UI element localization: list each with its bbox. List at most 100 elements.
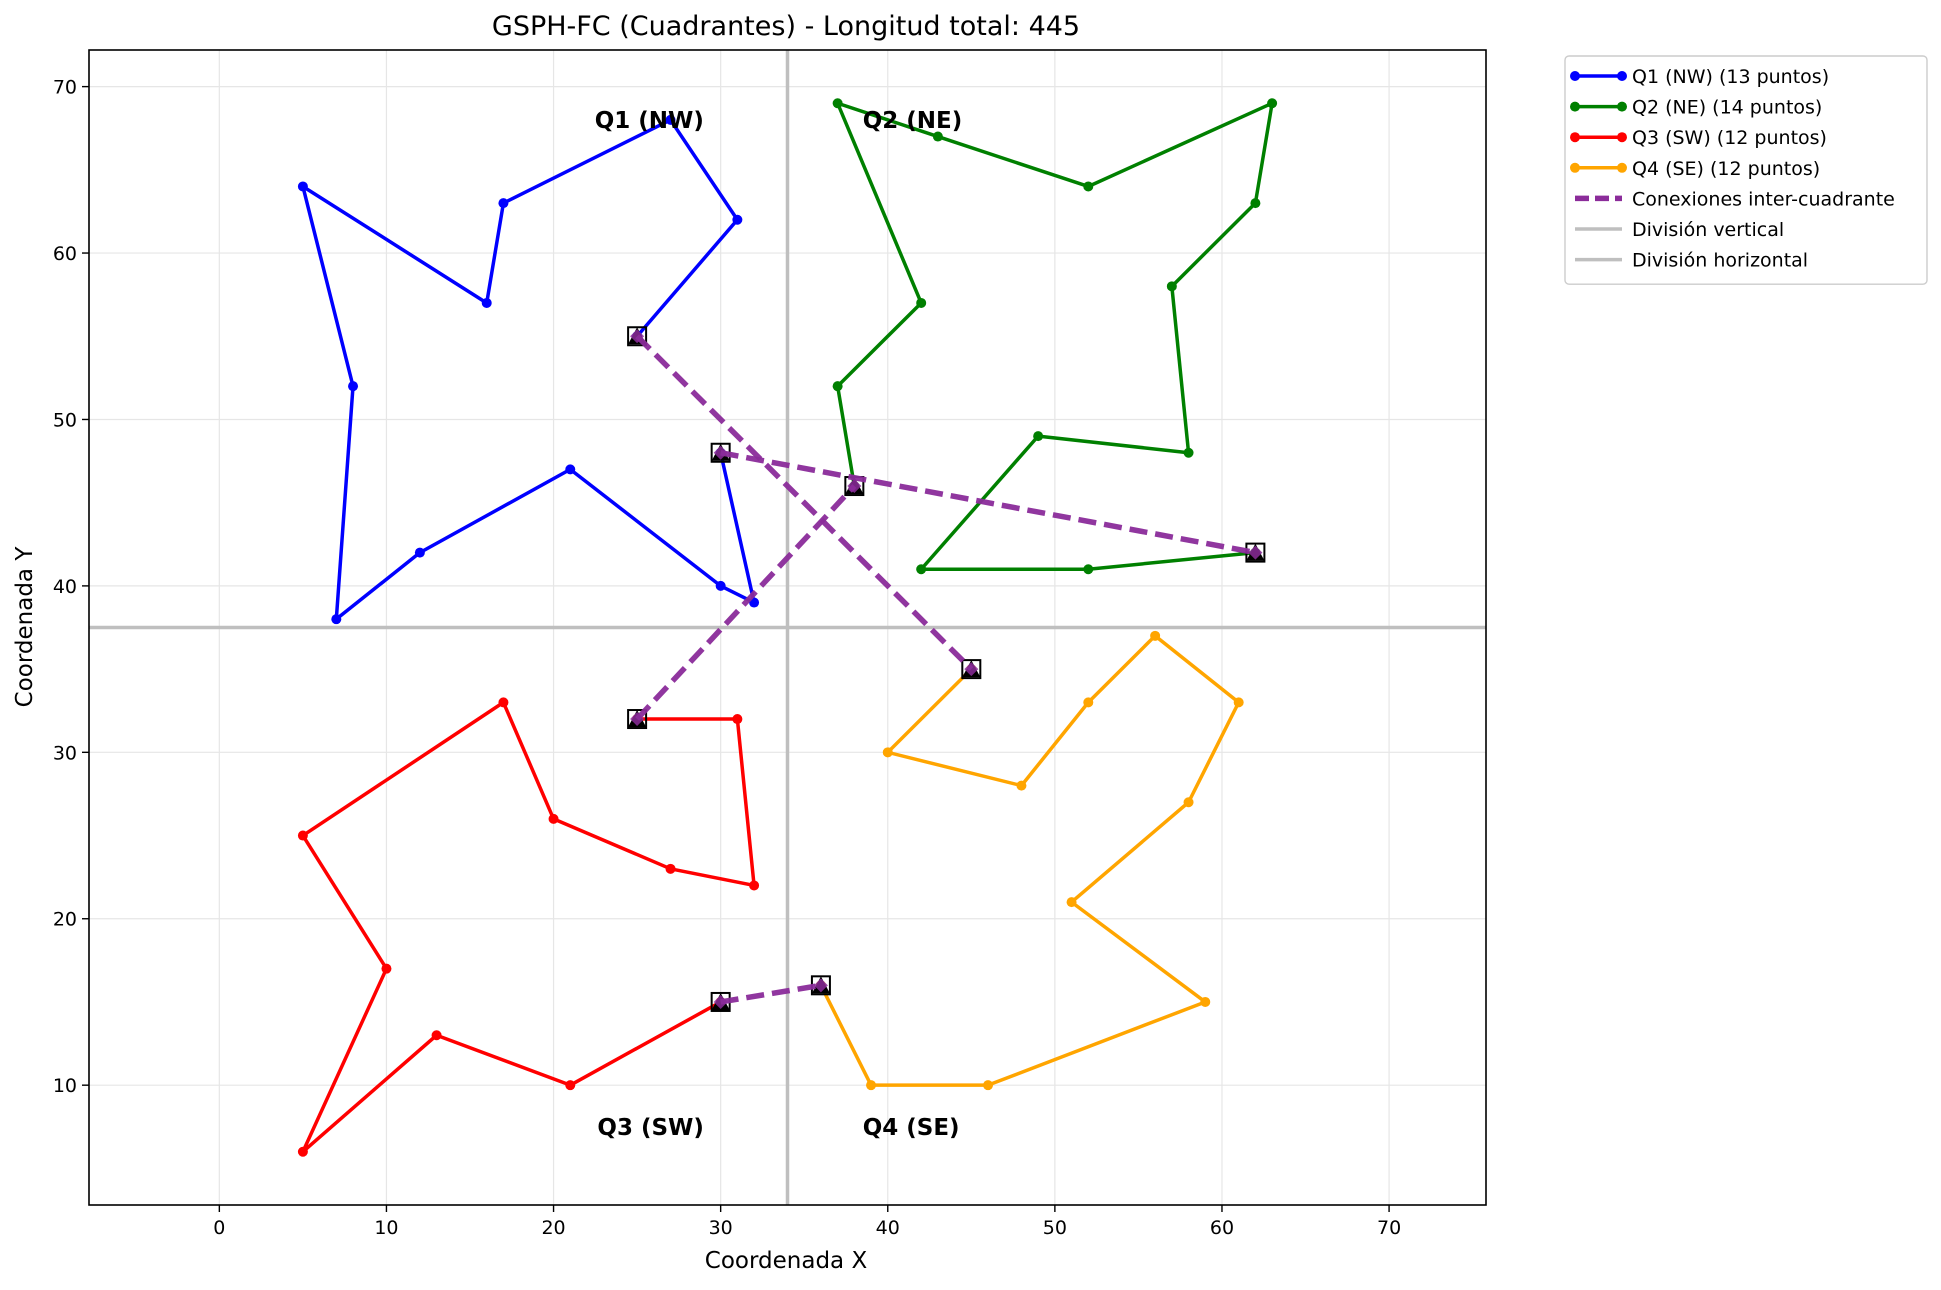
data-point-q3	[665, 863, 676, 874]
legend-swatch-marker	[1617, 71, 1627, 81]
legend-label: Q3 (SW) (12 puntos)	[1632, 127, 1827, 149]
series-line-q3	[301, 700, 756, 1154]
quadrant-label: Q2 (NE)	[863, 108, 963, 134]
data-point-q2	[1267, 98, 1278, 109]
legend-box	[1564, 55, 1928, 285]
data-point-q1	[715, 580, 726, 591]
y-tick-label: 20	[53, 909, 77, 931]
x-tick-label: 10	[374, 1217, 398, 1239]
chart-title: GSPH-FC (Cuadrantes) - Longitud total: 4…	[492, 11, 1080, 42]
data-point-q1	[414, 547, 425, 558]
y-tick-label: 60	[53, 243, 77, 265]
connection-line	[720, 450, 1256, 556]
data-point-q3	[297, 1146, 308, 1157]
legend: Q1 (NW) (13 puntos) Q2 (NE) (14 puntos) Q3…	[1564, 55, 1928, 285]
data-point-q4	[1016, 780, 1027, 791]
data-point-q3	[749, 880, 760, 891]
data-point-q1	[481, 297, 492, 308]
quadrant-label: Q3 (SW)	[597, 1115, 704, 1141]
connection-endpoint-marker	[630, 712, 645, 727]
legend-label: División vertical	[1632, 219, 1784, 241]
data-point-q4	[1083, 697, 1094, 708]
data-point-q2	[1166, 281, 1177, 292]
data-point-q1	[665, 114, 676, 125]
clipped-plot-content	[89, 50, 1486, 1205]
legend-swatch-marker	[1617, 162, 1627, 173]
x-tick-label: 50	[1043, 1217, 1067, 1239]
data-point-q3	[548, 813, 559, 824]
connection-endpoint-marker	[964, 662, 979, 677]
connection-line	[720, 982, 822, 1005]
data-point-q2	[1083, 564, 1094, 575]
y-tick-label: 40	[53, 576, 77, 598]
data-point-q4	[1233, 697, 1244, 708]
data-point-q1	[498, 198, 509, 209]
x-tick-label: 20	[541, 1217, 565, 1239]
x-tick-label: 60	[1210, 1217, 1234, 1239]
connection-line	[635, 334, 974, 672]
y-tick-label: 70	[53, 77, 77, 99]
data-point-q3	[431, 1030, 442, 1041]
data-point-q2	[1083, 181, 1094, 192]
plot-frame	[88, 49, 1487, 1206]
data-point-q3	[297, 830, 308, 841]
x-axis-label: Coordenada X	[705, 1248, 868, 1274]
x-tick-label: 70	[1377, 1217, 1401, 1239]
plot-area: Q1 (NW) Q2 (NE) Q3 (SW) Q4 (SE) 0 10 20 30 40 50 6…	[53, 49, 1487, 1239]
quadrant-label: Q1 (NW)	[595, 108, 704, 134]
data-point-q2	[832, 98, 843, 109]
legend-label: División horizontal	[1632, 250, 1808, 272]
data-point-q2	[1033, 431, 1044, 442]
data-point-q1	[348, 381, 359, 392]
connection-line	[635, 484, 857, 721]
legend-swatch-marker	[1617, 132, 1627, 143]
y-axis-label: Coordenada Y	[12, 546, 38, 708]
connection-endpoint-marker	[713, 445, 728, 460]
legend-label: Q1 (NW) (13 puntos)	[1632, 66, 1829, 88]
data-point-q4	[983, 1080, 994, 1091]
legend-swatch-marker	[1570, 132, 1580, 143]
series-line-q4	[819, 634, 1241, 1087]
data-point-q4	[1200, 996, 1211, 1007]
data-point-q2	[932, 131, 943, 142]
data-point-q1	[331, 614, 342, 625]
data-point-q3	[498, 697, 509, 708]
data-point-q2	[916, 297, 927, 308]
data-point-q4	[882, 747, 893, 758]
y-tick-label: 50	[53, 409, 77, 431]
x-tick-label: 40	[876, 1217, 900, 1239]
series-line-q2	[835, 101, 1274, 572]
quadrant-label: Q4 (SE)	[863, 1115, 960, 1141]
data-point-q1	[732, 214, 743, 225]
data-point-q4	[1183, 797, 1194, 808]
legend-swatch-marker	[1570, 101, 1580, 112]
connection-endpoint-marker	[1248, 545, 1263, 560]
legend-swatch-marker	[1570, 162, 1580, 173]
legend-label: Q2 (NE) (14 puntos)	[1632, 97, 1822, 119]
data-point-q3	[565, 1080, 576, 1091]
x-tick-label: 30	[709, 1217, 733, 1239]
data-point-q4	[1066, 897, 1077, 908]
data-point-q1	[565, 464, 576, 475]
x-tick-label: 0	[213, 1217, 225, 1239]
data-point-q2	[832, 381, 843, 392]
data-point-q1	[297, 181, 308, 192]
y-tick-label: 30	[53, 742, 77, 764]
legend-label: Conexiones inter-cuadrante	[1632, 188, 1895, 210]
connection-endpoint-marker	[630, 329, 645, 344]
data-point-q2	[1250, 198, 1261, 209]
connection-endpoint-marker	[813, 978, 828, 993]
legend-label: Q4 (SE) (12 puntos)	[1632, 158, 1820, 180]
data-point-q4	[866, 1080, 877, 1091]
y-tick-label: 10	[53, 1075, 77, 1097]
data-point-q2	[1183, 447, 1194, 458]
data-point-q3	[381, 963, 392, 974]
legend-swatch-marker	[1570, 71, 1580, 81]
series-line-q1	[301, 118, 756, 621]
connection-endpoint-marker	[713, 994, 728, 1009]
legend-swatch-marker	[1617, 101, 1627, 112]
data-point-q4	[1150, 630, 1161, 641]
data-point-q2	[916, 564, 927, 575]
